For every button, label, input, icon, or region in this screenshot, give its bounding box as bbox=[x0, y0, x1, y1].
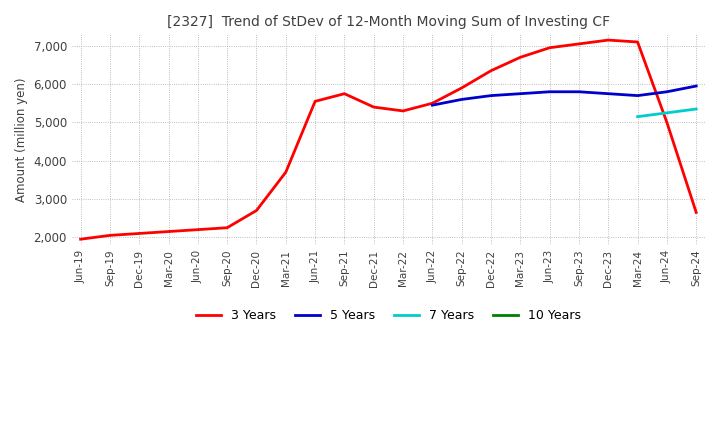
5 Years bbox=[662, 89, 671, 95]
3 Years bbox=[194, 227, 202, 232]
5 Years bbox=[604, 91, 613, 96]
3 Years bbox=[282, 169, 290, 175]
5 Years bbox=[457, 97, 466, 102]
3 Years bbox=[369, 104, 378, 110]
5 Years bbox=[545, 89, 554, 95]
Line: 5 Years: 5 Years bbox=[433, 86, 696, 105]
7 Years bbox=[634, 114, 642, 119]
3 Years bbox=[428, 101, 437, 106]
5 Years bbox=[634, 93, 642, 98]
3 Years bbox=[164, 229, 173, 234]
Line: 3 Years: 3 Years bbox=[81, 40, 696, 239]
3 Years bbox=[252, 208, 261, 213]
3 Years bbox=[457, 85, 466, 91]
5 Years bbox=[575, 89, 583, 95]
3 Years bbox=[604, 37, 613, 43]
3 Years bbox=[634, 39, 642, 44]
3 Years bbox=[223, 225, 232, 231]
3 Years bbox=[545, 45, 554, 50]
3 Years bbox=[575, 41, 583, 47]
5 Years bbox=[692, 84, 701, 89]
3 Years bbox=[662, 120, 671, 125]
7 Years bbox=[692, 106, 701, 112]
3 Years bbox=[692, 210, 701, 215]
5 Years bbox=[516, 91, 525, 96]
3 Years bbox=[135, 231, 143, 236]
3 Years bbox=[399, 108, 408, 114]
Title: [2327]  Trend of StDev of 12-Month Moving Sum of Investing CF: [2327] Trend of StDev of 12-Month Moving… bbox=[167, 15, 610, 29]
Line: 7 Years: 7 Years bbox=[638, 109, 696, 117]
3 Years bbox=[106, 233, 114, 238]
3 Years bbox=[76, 237, 85, 242]
Y-axis label: Amount (million yen): Amount (million yen) bbox=[15, 77, 28, 202]
Legend: 3 Years, 5 Years, 7 Years, 10 Years: 3 Years, 5 Years, 7 Years, 10 Years bbox=[191, 304, 585, 327]
3 Years bbox=[311, 99, 320, 104]
5 Years bbox=[487, 93, 495, 98]
7 Years bbox=[662, 110, 671, 115]
3 Years bbox=[487, 68, 495, 73]
3 Years bbox=[340, 91, 348, 96]
3 Years bbox=[516, 55, 525, 60]
5 Years bbox=[428, 103, 437, 108]
